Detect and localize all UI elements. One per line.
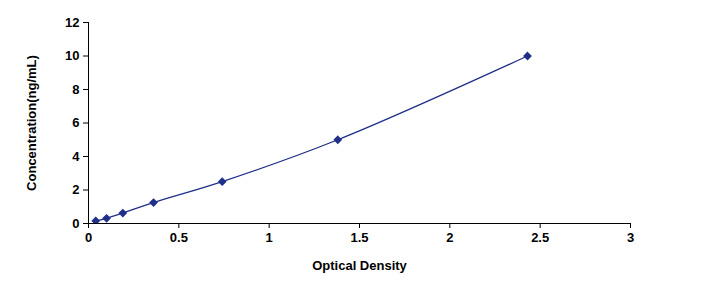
svg-text:2: 2 xyxy=(72,182,79,197)
svg-text:8: 8 xyxy=(72,82,79,97)
svg-text:Optical Density: Optical Density xyxy=(312,258,407,273)
svg-text:6: 6 xyxy=(72,115,79,130)
svg-text:4: 4 xyxy=(72,149,80,164)
svg-text:Concentration(ng/mL): Concentration(ng/mL) xyxy=(24,55,39,191)
svg-text:1.5: 1.5 xyxy=(350,230,368,245)
svg-text:1: 1 xyxy=(266,230,273,245)
svg-text:0: 0 xyxy=(85,230,92,245)
svg-text:3: 3 xyxy=(627,230,634,245)
svg-text:0: 0 xyxy=(72,216,79,231)
svg-text:12: 12 xyxy=(65,15,79,30)
svg-text:10: 10 xyxy=(65,48,79,63)
svg-text:2.5: 2.5 xyxy=(531,230,549,245)
svg-text:2: 2 xyxy=(446,230,453,245)
svg-text:0.5: 0.5 xyxy=(170,230,188,245)
